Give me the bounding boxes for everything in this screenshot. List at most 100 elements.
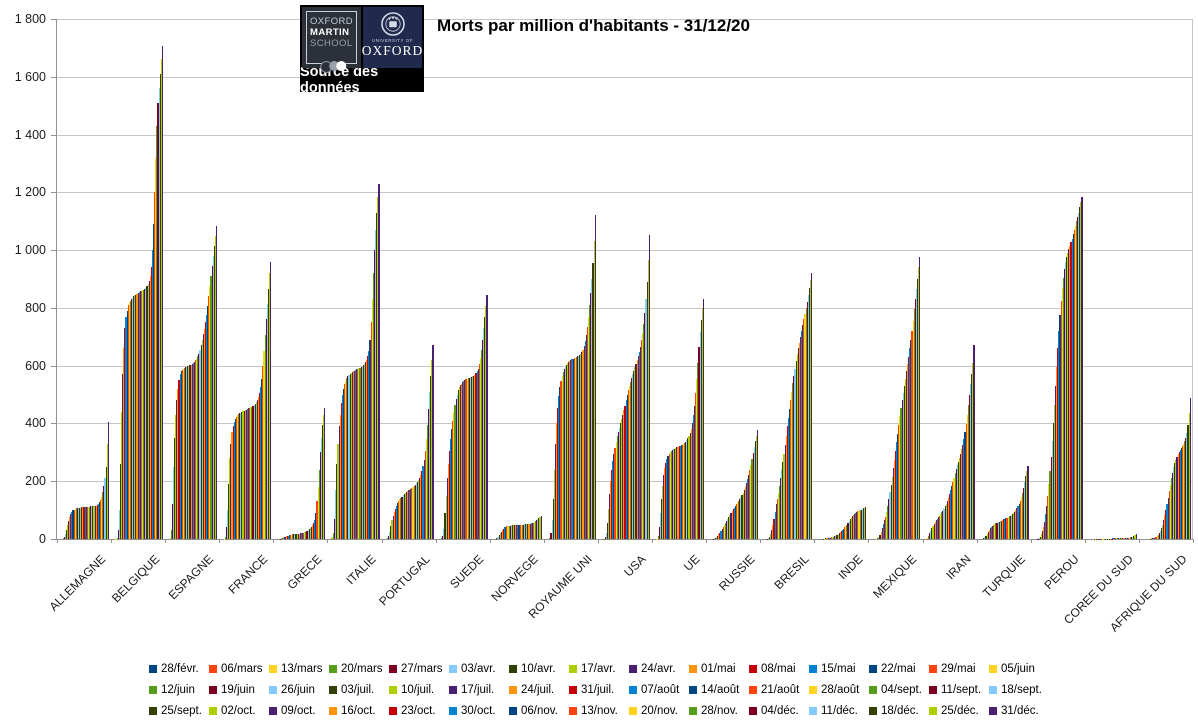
- bar[interactable]: [310, 527, 313, 539]
- bar[interactable]: [1039, 536, 1041, 539]
- bar[interactable]: [254, 403, 256, 539]
- bar[interactable]: [958, 457, 961, 539]
- bar[interactable]: [582, 349, 584, 539]
- bar[interactable]: [618, 427, 621, 539]
- bar[interactable]: [591, 279, 593, 539]
- bar[interactable]: [846, 524, 848, 539]
- bar[interactable]: [96, 504, 99, 539]
- bar[interactable]: [297, 533, 299, 539]
- bar[interactable]: [522, 524, 525, 539]
- bar[interactable]: [919, 257, 921, 539]
- bar[interactable]: [238, 414, 240, 539]
- bar[interactable]: [418, 480, 420, 539]
- bar[interactable]: [551, 520, 553, 539]
- bar[interactable]: [262, 365, 264, 539]
- bar[interactable]: [957, 461, 960, 539]
- bar[interactable]: [772, 524, 774, 539]
- bar[interactable]: [340, 403, 342, 539]
- bar[interactable]: [403, 494, 405, 539]
- bar[interactable]: [284, 536, 286, 539]
- bar[interactable]: [145, 287, 147, 539]
- bar[interactable]: [215, 226, 218, 539]
- bar[interactable]: [400, 497, 402, 539]
- bar[interactable]: [246, 409, 249, 539]
- bar[interactable]: [1159, 530, 1162, 539]
- bar[interactable]: [663, 475, 665, 539]
- bar[interactable]: [633, 370, 635, 539]
- bar[interactable]: [1078, 212, 1080, 539]
- legend-item[interactable]: 03/avr.: [449, 658, 509, 679]
- bar[interactable]: [443, 528, 445, 539]
- bar[interactable]: [947, 497, 950, 539]
- bar[interactable]: [804, 313, 806, 539]
- bar[interactable]: [240, 412, 242, 539]
- bar[interactable]: [639, 346, 642, 539]
- bar[interactable]: [317, 487, 319, 539]
- bar[interactable]: [402, 495, 404, 539]
- bar[interactable]: [594, 214, 596, 539]
- bar[interactable]: [890, 484, 892, 539]
- bar[interactable]: [990, 527, 993, 539]
- bar[interactable]: [306, 530, 308, 539]
- bar[interactable]: [968, 394, 971, 539]
- bar[interactable]: [473, 375, 475, 539]
- bar[interactable]: [342, 388, 345, 539]
- bar[interactable]: [214, 235, 217, 539]
- bar[interactable]: [1059, 315, 1061, 539]
- bar[interactable]: [117, 530, 119, 539]
- bar[interactable]: [457, 390, 460, 539]
- bar[interactable]: [312, 525, 314, 539]
- bar[interactable]: [565, 364, 568, 539]
- bar[interactable]: [1165, 510, 1167, 539]
- bar[interactable]: [90, 506, 92, 539]
- bar[interactable]: [1160, 528, 1163, 539]
- bar[interactable]: [235, 417, 238, 539]
- bar[interactable]: [1049, 471, 1051, 539]
- bar[interactable]: [1154, 537, 1156, 539]
- bar[interactable]: [94, 505, 96, 539]
- bar[interactable]: [701, 308, 703, 539]
- bar[interactable]: [292, 534, 294, 539]
- bar[interactable]: [1038, 538, 1040, 539]
- bar[interactable]: [917, 279, 919, 539]
- bar[interactable]: [260, 387, 262, 539]
- bar[interactable]: [884, 516, 887, 539]
- bar[interactable]: [74, 508, 76, 539]
- bar[interactable]: [92, 506, 94, 539]
- bar[interactable]: [314, 520, 316, 539]
- legend-item[interactable]: 24/juil.: [509, 679, 569, 700]
- bar[interactable]: [907, 364, 909, 539]
- bar[interactable]: [287, 535, 289, 539]
- bar[interactable]: [1066, 257, 1068, 539]
- bar[interactable]: [728, 516, 730, 539]
- bar[interactable]: [644, 313, 646, 539]
- bar[interactable]: [233, 422, 235, 539]
- bar[interactable]: [956, 465, 959, 539]
- bar[interactable]: [346, 378, 348, 539]
- bar[interactable]: [444, 513, 446, 539]
- bar[interactable]: [525, 524, 527, 539]
- bar[interactable]: [840, 531, 843, 539]
- bar[interactable]: [469, 377, 472, 539]
- bar[interactable]: [512, 525, 515, 539]
- bar[interactable]: [207, 306, 209, 539]
- bar[interactable]: [1073, 229, 1076, 539]
- bar[interactable]: [387, 538, 389, 539]
- bar[interactable]: [242, 411, 244, 539]
- bar[interactable]: [461, 383, 463, 539]
- bar[interactable]: [130, 299, 133, 539]
- legend-item[interactable]: 28/août: [809, 679, 869, 700]
- bar[interactable]: [308, 529, 310, 539]
- bar[interactable]: [107, 422, 110, 539]
- bar[interactable]: [1018, 503, 1020, 539]
- bar[interactable]: [931, 528, 933, 539]
- bar[interactable]: [1020, 496, 1023, 539]
- bar[interactable]: [606, 523, 609, 539]
- bar[interactable]: [847, 522, 849, 539]
- bar[interactable]: [773, 518, 775, 539]
- bar[interactable]: [593, 241, 595, 539]
- bar[interactable]: [206, 315, 208, 539]
- legend-item[interactable]: 28/févr.: [149, 658, 209, 679]
- bar[interactable]: [746, 479, 749, 539]
- source-caption[interactable]: Source des données: [300, 64, 379, 96]
